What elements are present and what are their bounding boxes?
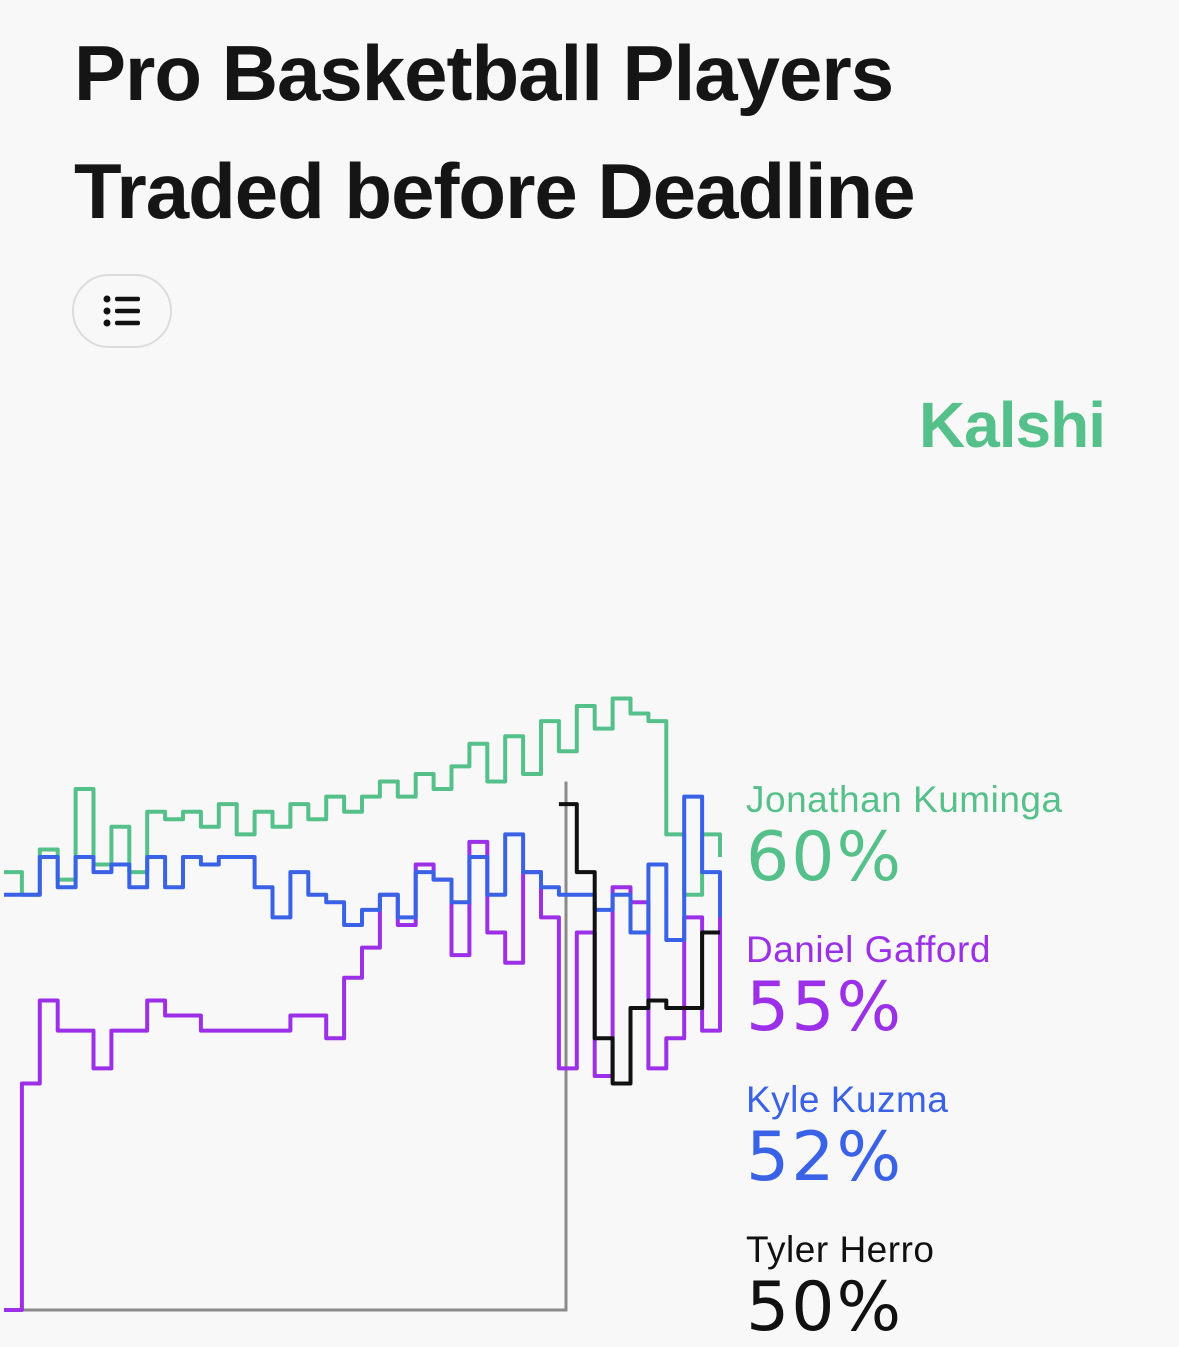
legend-item: Kyle Kuzma 52% bbox=[746, 1078, 948, 1194]
menu-button[interactable] bbox=[72, 274, 172, 348]
legend-series-value: 52% bbox=[746, 1118, 904, 1197]
series-line-kyle-kuzma bbox=[4, 794, 722, 943]
legend-series-value: 50% bbox=[746, 1268, 904, 1347]
legend-series-value: 60% bbox=[746, 818, 904, 897]
legend-series-value: 55% bbox=[746, 968, 904, 1047]
legend-item: Tyler Herro 50% bbox=[746, 1228, 934, 1344]
list-icon bbox=[103, 295, 140, 327]
legend-series-name: Jonathan Kuminga bbox=[746, 779, 1063, 820]
legend-series-name: Daniel Gafford bbox=[746, 929, 991, 970]
legend-item: Daniel Gafford 55% bbox=[746, 928, 991, 1044]
series-line-daniel-gafford bbox=[4, 839, 722, 1312]
series-line-jonathan-kuminga bbox=[4, 696, 722, 897]
legend-item: Jonathan Kuminga 60% bbox=[746, 778, 1063, 894]
brand-logo: Kalshi bbox=[918, 389, 1106, 461]
page-title: Pro Basketball Players Traded before Dea… bbox=[74, 29, 916, 235]
legend-series-name: Kyle Kuzma bbox=[746, 1079, 949, 1120]
legend-series-name: Tyler Herro bbox=[746, 1229, 935, 1270]
chart-frame bbox=[4, 781, 568, 1312]
series-line-tyler-herro bbox=[558, 802, 720, 1086]
